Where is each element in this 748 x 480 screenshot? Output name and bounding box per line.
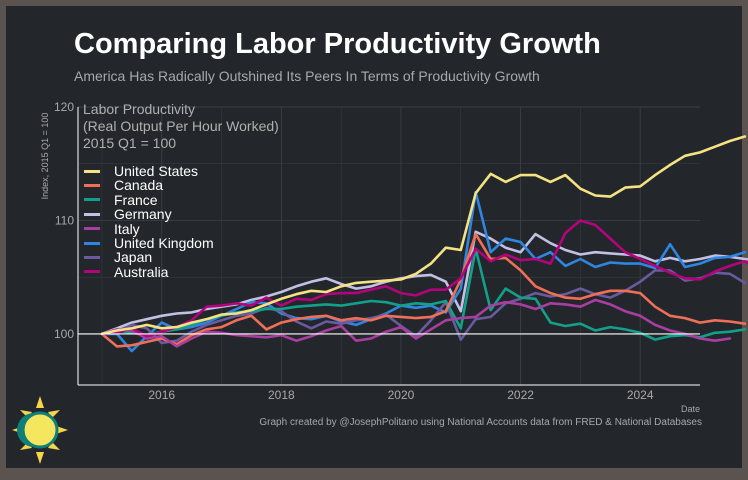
x-axis-title: Date [681,404,700,414]
panel-title-line: Labor Productivity [83,101,196,117]
axes [77,107,700,386]
axis-labels: 2016 2018 2020 2022 2024 100 110 120 Date Index, … [40,100,700,414]
legend: United States Canada France Germany Italy Uni… [84,164,214,279]
legend-swatch [84,198,100,202]
legend-label: Canada [114,177,164,194]
source-caption: Graph created by @JosephPolitano using N… [259,417,702,428]
series-line-australia [100,219,748,338]
legend-swatch [84,212,100,216]
y-tick-label: 120 [54,100,74,114]
legend-label: Japan [114,249,153,266]
chart-title: Comparing Labor Productivity Growth [74,28,601,60]
legend-label: United States [114,163,199,179]
x-tick-label: 2024 [627,388,654,402]
chart-subtitle: America Has Radically Outshined Its Peer… [74,68,540,84]
series-line-united-kingdom [100,190,747,353]
legend-label: France [114,191,158,208]
x-tick-label: 2018 [268,388,295,402]
y-axis-title: Index, 2015 Q1 = 100 [40,113,50,200]
legend-item: France [84,191,214,208]
series-line-canada [100,232,747,348]
legend-swatch [84,241,100,245]
sun-icon [12,396,68,464]
x-tick-label: 2020 [388,388,415,402]
x-tick-label: 2016 [148,388,175,402]
y-tick-label: 100 [54,327,74,341]
legend-item: United Kingdom [84,236,214,250]
panel-title: Labor Productivity (Real Output Per Hour… [83,101,279,152]
legend-item: Germany [84,206,214,223]
x-tick-label: 2022 [507,388,534,402]
legend-item: Japan [84,249,214,266]
series-lines [78,135,748,353]
series-line-germany [100,230,748,336]
panel-title-line: 2015 Q1 = 100 [83,135,177,151]
legend-swatch [84,227,100,231]
series-line-japan [100,269,747,345]
series-line-united-states [100,135,747,336]
chart-frame [6,6,742,468]
legend-item: Canada [84,177,214,194]
legend-label: United Kingdom [114,234,214,251]
legend-label: Germany [114,206,172,223]
legend-swatch [84,169,100,173]
legend-item: Italy [84,220,214,237]
legend-swatch [84,184,100,188]
series-line-italy [100,298,732,348]
legend-label: Australia [114,263,169,280]
legend-label: Italy [114,220,140,237]
legend-swatch [84,270,100,274]
legend-item: Australia [84,263,214,280]
panel-title-line: (Real Output Per Hour Worked) [83,118,279,134]
legend-swatch [84,256,100,260]
legend-item: United States [84,164,214,178]
y-tick-label: 110 [55,213,74,227]
